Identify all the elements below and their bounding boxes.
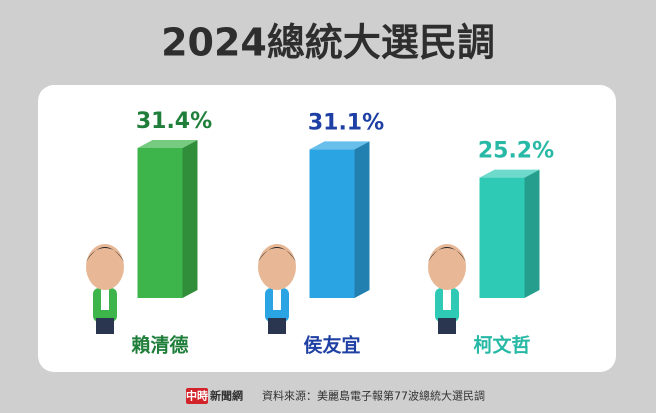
value-label: 31.1% <box>308 110 384 135</box>
category-label: 侯友宜 <box>303 334 360 357</box>
portrait-hair <box>86 247 124 262</box>
portrait-shirt <box>101 288 109 310</box>
portrait-face <box>86 244 124 290</box>
portrait-legs <box>96 318 114 334</box>
portrait <box>86 244 124 334</box>
bar <box>137 148 183 298</box>
logo-text: 新聞網 <box>210 389 243 403</box>
source: 資料來源：美麗島電子報第77波總統大選民調 <box>262 389 485 403</box>
bar-side <box>182 140 198 298</box>
portrait <box>428 244 466 334</box>
portrait <box>258 244 296 334</box>
bar-top <box>137 140 198 148</box>
category-label: 賴清德 <box>131 334 188 357</box>
portrait-face <box>258 244 296 290</box>
portrait-shirt <box>273 288 281 310</box>
portrait-hair <box>258 247 296 262</box>
bar-top <box>309 141 370 150</box>
chart-title: 2024總統大選民調 <box>161 21 495 65</box>
portrait-legs <box>268 318 286 334</box>
portrait-shirt <box>443 288 451 310</box>
bar <box>309 149 355 298</box>
value-label: 31.4% <box>136 109 212 134</box>
portrait-legs <box>438 318 456 334</box>
value-label: 25.2% <box>478 139 554 164</box>
bar <box>479 177 525 298</box>
bar-top <box>479 169 540 178</box>
portrait-face <box>428 244 466 290</box>
category-label: 柯文哲 <box>473 334 530 357</box>
bar-side <box>524 169 540 298</box>
bar-side <box>354 141 370 298</box>
logo-mark: 中時 <box>186 389 208 403</box>
portrait-hair <box>428 247 466 262</box>
logo-box <box>186 388 208 404</box>
